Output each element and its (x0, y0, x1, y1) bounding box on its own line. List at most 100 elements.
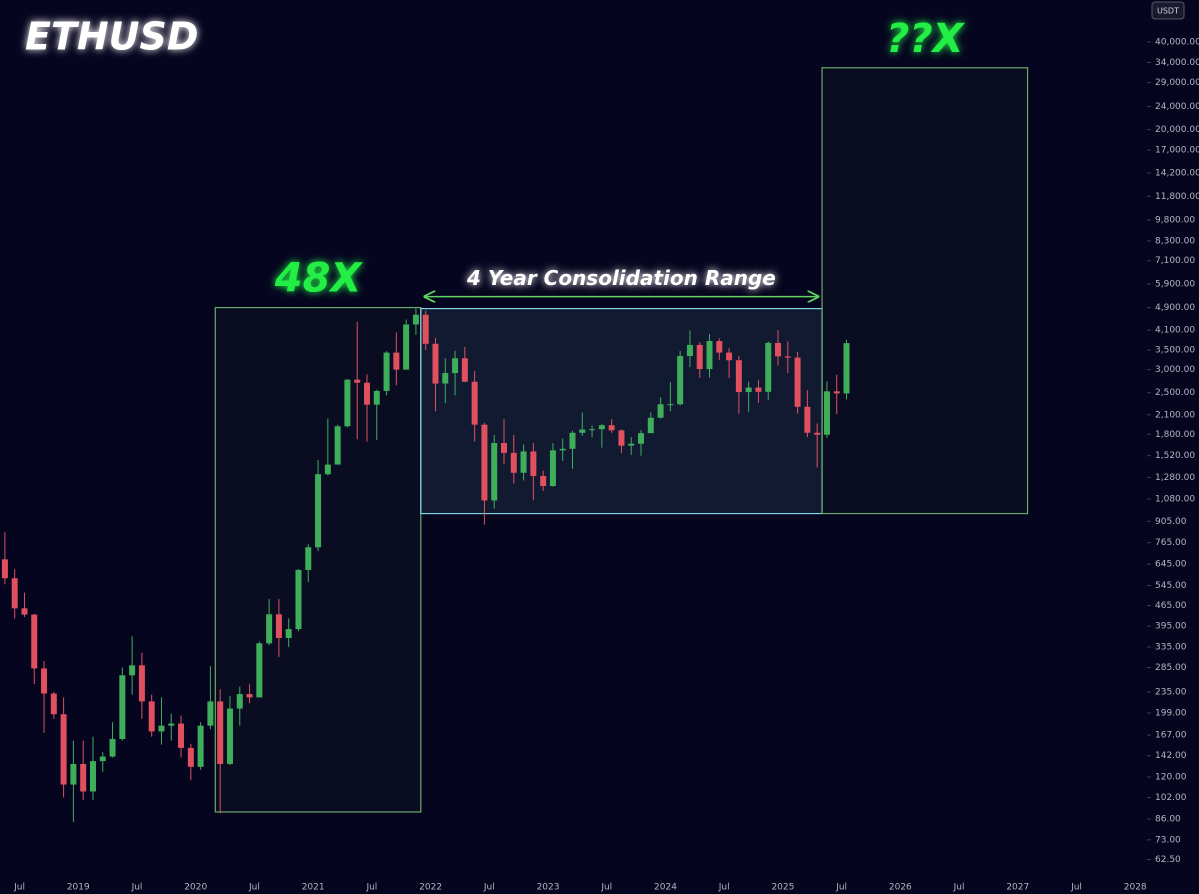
x-tick-label: 2021 (302, 883, 325, 893)
x-tick-label: Jul (1070, 883, 1082, 893)
candle-body (814, 432, 821, 435)
x-tick-label: 2027 (1006, 883, 1029, 893)
y-tick-label: 465.00 (1155, 601, 1187, 611)
x-tick-label: 2025 (771, 883, 794, 893)
currency-badge (1151, 1, 1185, 20)
candle-body (158, 725, 165, 732)
range-box (420, 308, 823, 515)
y-tick-label: 905.00 (1155, 517, 1187, 527)
candle-body (520, 451, 527, 473)
candle-body (295, 569, 302, 630)
candle-body (432, 343, 439, 384)
candle-body (461, 358, 468, 382)
y-tick-label: 7,100.00 (1155, 256, 1195, 266)
x-tick-label: 2019 (67, 883, 90, 893)
candle-body (618, 430, 625, 446)
x-tick-label: 2023 (537, 883, 560, 893)
candle-body (148, 701, 155, 732)
candle-body (354, 379, 361, 383)
candles (1, 308, 850, 823)
candle-body (667, 404, 674, 406)
y-tick-label: 14,200.00 (1155, 168, 1199, 178)
candle-body (784, 356, 791, 358)
candle-body (266, 614, 273, 644)
candle-body (833, 391, 840, 394)
candle-body (716, 341, 723, 353)
candle-body (246, 694, 253, 698)
candle-body (628, 443, 635, 446)
candle-body (178, 723, 185, 748)
x-tick-label: 2020 (184, 883, 207, 893)
candle-body (129, 665, 136, 676)
y-tick-label: 395.00 (1155, 622, 1187, 632)
candle-body (657, 404, 664, 418)
candle-body (481, 424, 488, 501)
candle-body (589, 429, 596, 431)
candle-body (745, 387, 752, 393)
candle-body (138, 665, 145, 702)
candle-body (540, 475, 547, 487)
candle-body (598, 425, 605, 430)
multiplier-label: 48X (274, 256, 364, 302)
candle-body (50, 693, 57, 715)
candle-body (843, 343, 850, 394)
y-tick-label: 4,100.00 (1155, 326, 1195, 336)
candle-body (305, 547, 312, 570)
x-tick-label: Jul (365, 883, 377, 893)
y-tick-label: 8,300.00 (1155, 236, 1195, 246)
range-label: 4 Year Consolidation Range (466, 266, 776, 290)
candle-body (393, 352, 400, 370)
x-tick-label: Jul (600, 883, 612, 893)
candle-body (285, 629, 292, 638)
candle-body (383, 352, 390, 391)
y-tick-label: 20,000.00 (1155, 125, 1199, 135)
x-tick-label: Jul (953, 883, 965, 893)
candle-body (197, 725, 204, 767)
candle-body (500, 443, 507, 453)
y-tick-label: 1,280.00 (1155, 473, 1195, 483)
x-tick-label: Jul (718, 883, 730, 893)
candle-body (315, 474, 322, 548)
candle-body (608, 425, 615, 431)
y-tick-label: 24,000.00 (1155, 102, 1199, 112)
y-tick-label: 9,800.00 (1155, 215, 1195, 225)
y-tick-label: 545.00 (1155, 581, 1187, 591)
candle-body (226, 708, 233, 764)
y-tick-label: 335.00 (1155, 643, 1187, 653)
y-tick-label: 120.00 (1155, 772, 1187, 782)
candle-body (569, 432, 576, 449)
range-box (214, 306, 422, 813)
candle-body (275, 614, 282, 638)
candle-body (804, 406, 811, 433)
y-tick-label: 3,500.00 (1155, 346, 1195, 356)
currency-label: USDT (1157, 7, 1179, 16)
candle-body (403, 324, 410, 370)
candle-body (677, 356, 684, 405)
y-tick-label: 5,900.00 (1155, 280, 1195, 290)
range-box (821, 67, 1029, 515)
candle-body (510, 452, 517, 473)
x-tick-label: Jul (483, 883, 495, 893)
y-tick-label: 73.00 (1155, 835, 1181, 845)
candle-body (119, 675, 126, 739)
candle-body (324, 464, 331, 475)
candle-body (363, 382, 370, 405)
candle-body (109, 738, 116, 757)
candle-body (99, 756, 106, 762)
x-tick-label: 2026 (889, 883, 912, 893)
y-tick-label: 1,520.00 (1155, 451, 1195, 461)
candle-body (579, 429, 586, 433)
candle-body (41, 668, 48, 694)
y-tick-label: 4,900.00 (1155, 303, 1195, 313)
candle-body (559, 448, 566, 451)
y-tick-label: 29,000.00 (1155, 78, 1199, 88)
y-tick-label: 11,800.00 (1155, 192, 1199, 202)
y-tick-label: 167.00 (1155, 731, 1187, 741)
candle-body (442, 373, 449, 384)
candle-body (755, 387, 762, 392)
y-tick-label: 199.00 (1155, 708, 1187, 718)
x-tick-label: 2024 (654, 883, 677, 893)
candle-body (471, 381, 478, 425)
candle-body (726, 352, 733, 361)
x-tick-label: Jul (131, 883, 143, 893)
